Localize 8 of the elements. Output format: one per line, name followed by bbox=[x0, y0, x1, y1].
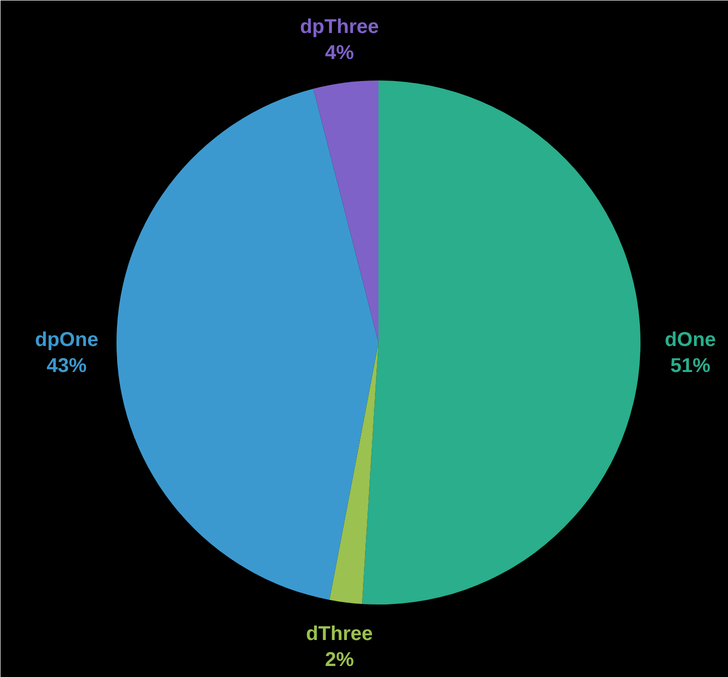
slice-label: dOne bbox=[664, 329, 716, 352]
slice-label: dThree bbox=[306, 623, 373, 646]
data-label: 51% bbox=[670, 355, 711, 378]
data-label: 2% bbox=[324, 649, 354, 672]
slice-label: dpOne bbox=[34, 329, 98, 352]
data-label: 4% bbox=[324, 42, 354, 64]
slice-label: dpThree bbox=[300, 16, 379, 38]
data-label: 43% bbox=[46, 355, 87, 378]
